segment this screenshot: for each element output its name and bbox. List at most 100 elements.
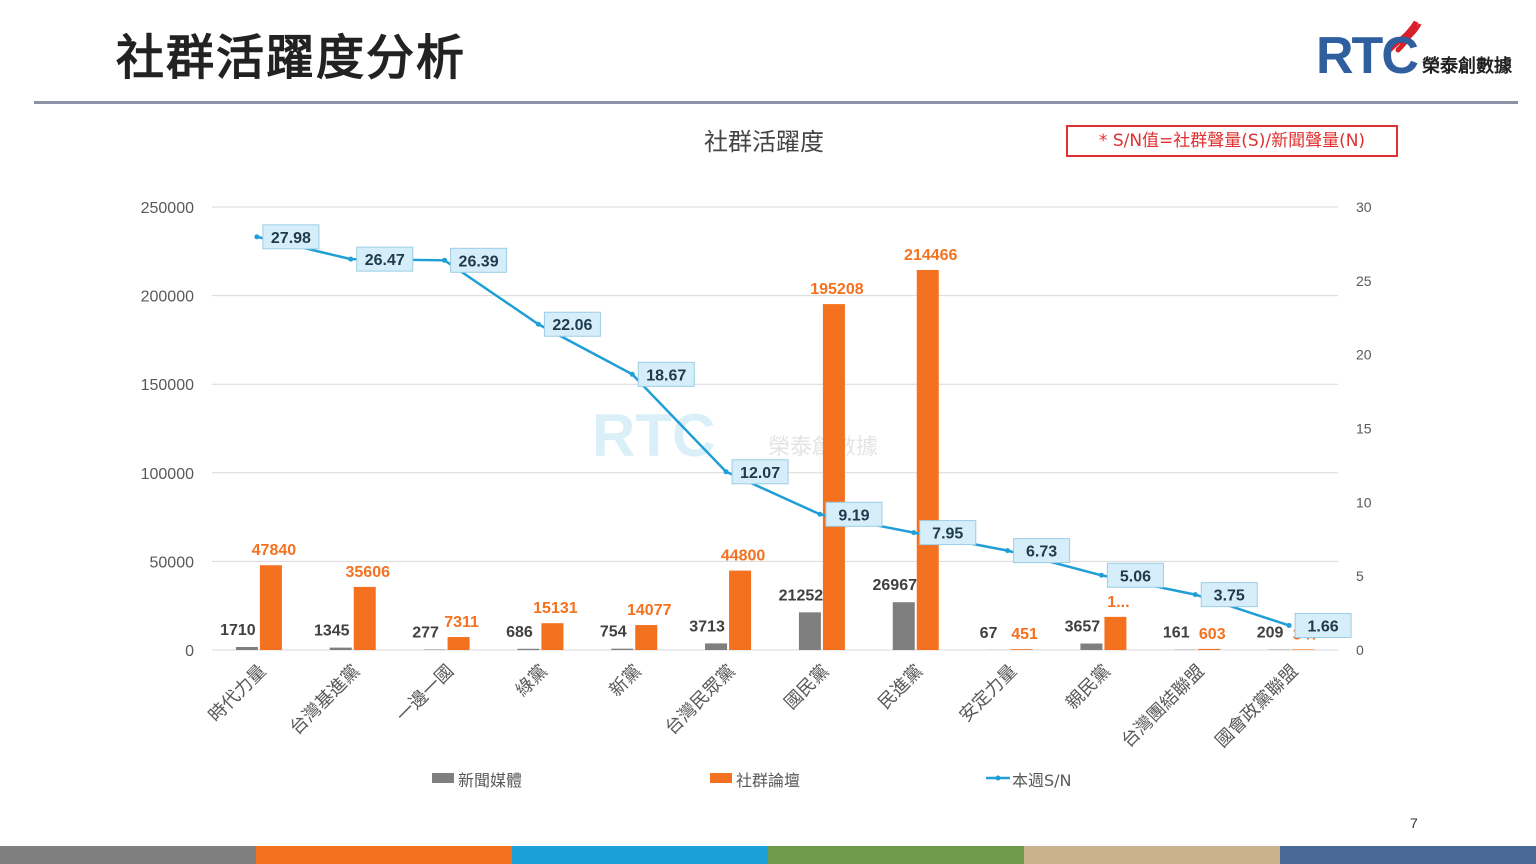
sn-point <box>723 469 729 475</box>
legend-social-swatch <box>710 773 732 783</box>
sn-point <box>348 256 354 262</box>
chart-legend: 新聞媒體 社群論壇 本週S/N <box>432 771 1072 790</box>
sn-value-label: 26.39 <box>459 253 499 270</box>
bar-social-label: 1... <box>1107 594 1129 611</box>
sn-value-label: 9.19 <box>838 507 869 524</box>
footer-color-segment <box>1280 846 1536 864</box>
footer-color-segment <box>0 846 256 864</box>
legend-label: 社群論壇 <box>736 771 800 790</box>
x-category-label: 新黨 <box>605 661 645 701</box>
sn-point <box>817 511 823 517</box>
logo-rtc-text: RTC <box>1316 27 1419 85</box>
sn-label-box <box>450 247 508 273</box>
bar-news <box>329 647 352 650</box>
bar-social <box>259 565 282 650</box>
sn-value-label: 3.75 <box>1214 588 1245 605</box>
bar-news-label: 1345 <box>314 623 350 640</box>
bar-news <box>892 602 915 650</box>
page-title: 社群活躍度分析 <box>116 30 467 86</box>
x-category-label: 台灣團結聯盟 <box>1118 661 1209 752</box>
x-category-label: 台灣民眾黨 <box>661 661 739 739</box>
sn-value-label: 18.67 <box>646 367 686 384</box>
sn-label-box <box>543 311 601 337</box>
sn-value-label: 22.06 <box>552 317 592 334</box>
bar-social-label: 15131 <box>533 600 578 617</box>
bar-news <box>517 648 540 650</box>
bar-news-label: 1710 <box>220 622 256 639</box>
bar-social-label: 603 <box>1199 626 1226 643</box>
title-divider <box>34 101 1518 104</box>
bar-social-label: 47840 <box>252 542 297 559</box>
x-category-label: 國會政黨聯盟 <box>1211 661 1302 752</box>
sn-point <box>1192 592 1198 598</box>
x-category-label: 綠黨 <box>512 661 552 701</box>
sn-label-box <box>919 520 977 546</box>
bar-news <box>611 648 634 650</box>
x-category-label: 親民黨 <box>1062 661 1115 714</box>
y-right-tick-label: 15 <box>1356 421 1372 437</box>
footer-color-segment <box>512 846 768 864</box>
bar-news <box>1080 643 1103 650</box>
sn-label-box <box>637 361 695 387</box>
y-right-tick-label: 20 <box>1356 347 1372 363</box>
sn-value-label: 27.98 <box>271 230 311 247</box>
bar-news-label: 754 <box>600 624 627 641</box>
bar-social <box>822 304 845 650</box>
y-right-tick-label: 30 <box>1356 199 1372 215</box>
bar-social <box>635 625 658 650</box>
bar-social-label: 195208 <box>810 281 863 298</box>
footer-color-segment <box>1024 846 1280 864</box>
x-category-label: 台灣基進黨 <box>286 661 364 739</box>
bar-news-label: 26967 <box>873 577 918 594</box>
x-category-label: 國民黨 <box>780 661 833 714</box>
footer-color-segment <box>256 846 512 864</box>
bar-social-label: 7311 <box>444 614 479 631</box>
sn-value-label: 7.95 <box>932 526 963 543</box>
sn-value-label: 5.06 <box>1120 568 1151 585</box>
logo-swoosh-icon <box>1383 20 1422 57</box>
sn-label-box <box>1200 582 1258 608</box>
bar-social <box>447 637 470 650</box>
bar-social <box>1292 649 1315 650</box>
sn-label-box <box>825 501 883 527</box>
footer-color-segment <box>768 846 1024 864</box>
sn-point <box>442 257 448 263</box>
watermark: RTC 榮泰創數據 <box>592 402 878 469</box>
bar-social-label: 214466 <box>904 247 957 264</box>
y-left-tick-label: 0 <box>185 643 194 660</box>
x-category-label: 一邊一國 <box>392 661 458 727</box>
y-right-tick-label: 25 <box>1356 273 1372 289</box>
bar-social <box>1198 648 1221 650</box>
bar-news-label: 3657 <box>1065 619 1101 636</box>
sn-label-box <box>1013 538 1071 564</box>
y-left-tick-label: 250000 <box>141 200 194 217</box>
sn-point <box>629 371 635 377</box>
sn-value-label: 6.73 <box>1026 544 1057 561</box>
sn-label-box <box>356 246 414 272</box>
bar-social <box>1104 616 1127 650</box>
bar-news-label: 209 <box>1257 625 1284 642</box>
bar-social-label: 14077 <box>627 602 672 619</box>
bar-news <box>798 612 821 650</box>
bar-social-label: 35606 <box>346 564 391 581</box>
sn-point <box>1286 622 1292 628</box>
sn-point <box>1098 572 1104 578</box>
page-number: 7 <box>1410 815 1418 831</box>
sn-point <box>911 530 917 536</box>
bar-news-label: 277 <box>412 625 439 642</box>
bar-news-label: 161 <box>1163 625 1190 642</box>
watermark-logo: RTC <box>592 402 715 469</box>
bar-news-label: 686 <box>506 624 533 641</box>
x-category-label: 時代力量 <box>205 661 271 727</box>
chart-title: 社群活躍度 <box>704 128 824 156</box>
legend-sn-marker <box>995 775 1001 781</box>
bar-social <box>729 570 752 650</box>
y-left-tick-label: 50000 <box>150 554 195 571</box>
bar-social <box>353 586 376 650</box>
y-right-tick-label: 0 <box>1356 642 1364 658</box>
bar-social <box>541 623 564 650</box>
bar-social-label: 44800 <box>721 548 766 565</box>
bar-news <box>705 643 728 650</box>
sn-value-label: 12.07 <box>740 465 780 482</box>
sn-label-box <box>1106 562 1164 588</box>
